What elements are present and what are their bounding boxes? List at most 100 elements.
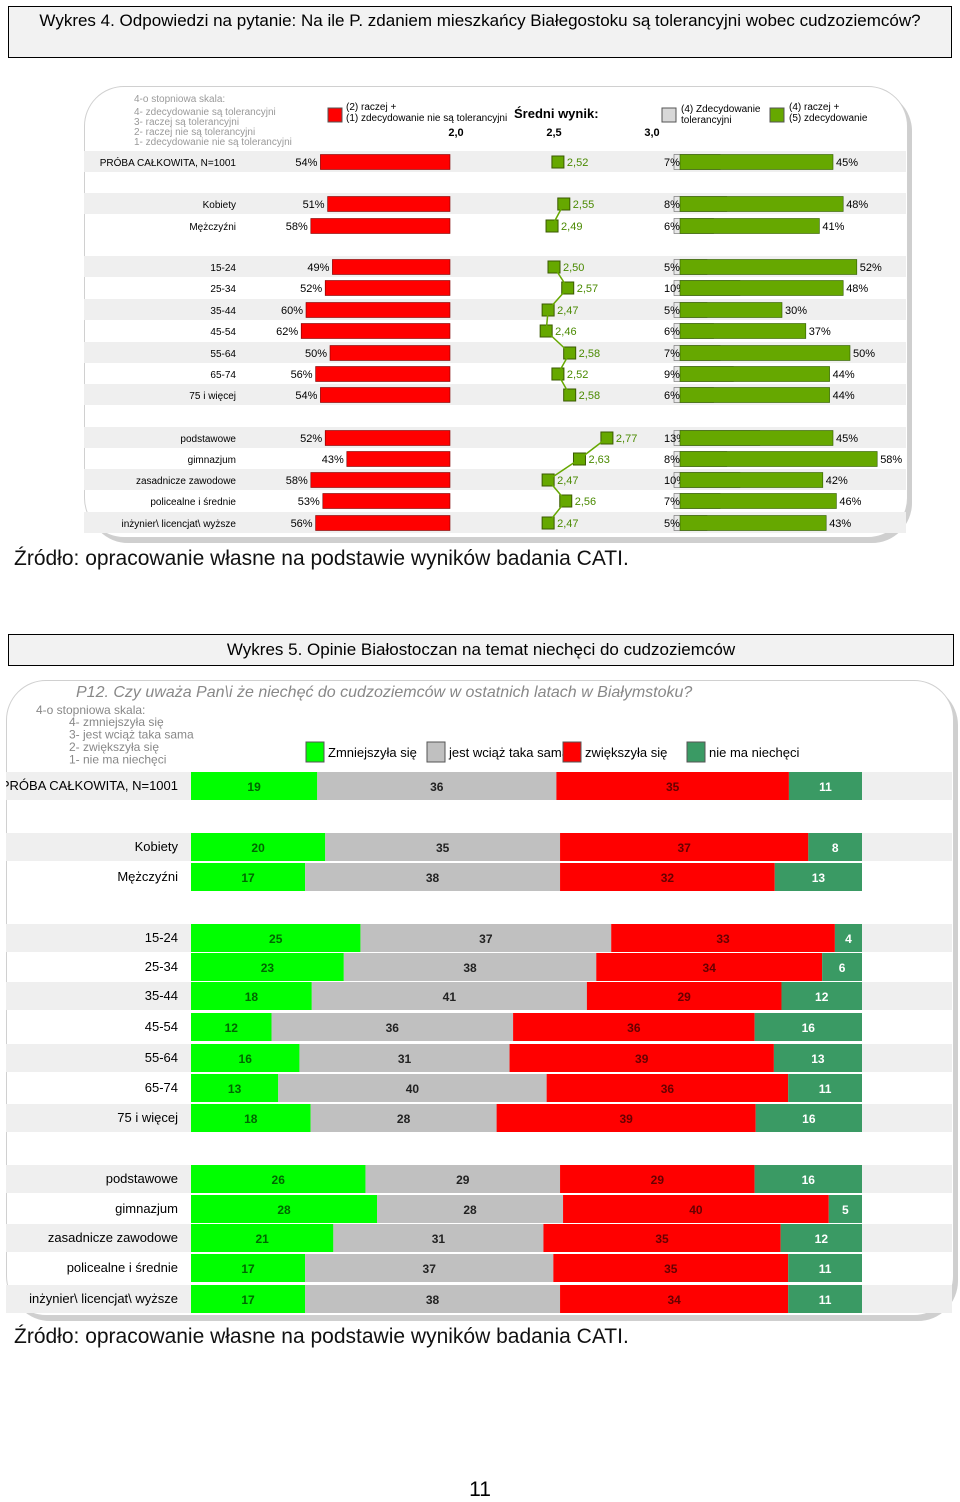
chart2-segment [191,1044,300,1072]
chart2-scale-item: 4- zmniejszyła się [69,715,164,729]
positive-value-label: 44% [833,390,855,402]
mean-connector [579,437,608,460]
definitely-value-label: 7% [664,157,680,169]
row-label: Mężczyźni [189,222,236,233]
chart2-segment-label: 5 [842,1203,849,1217]
chart2-segment [834,924,862,952]
positive-value-label: 50% [853,348,875,360]
negative-bar [322,493,451,509]
row-label: Kobiety [203,200,236,211]
definitely-value-label: 6% [664,390,680,402]
chart2-segment-label: 35 [666,780,680,794]
mean-connector [547,287,569,311]
chart2-segment [333,1224,544,1252]
chart2-segment [596,953,823,981]
chart2-segment [191,1285,306,1313]
positive-value-label: 52% [860,262,882,274]
chart2-legend-swatch [686,741,706,763]
chart2-segment [822,953,862,981]
negative-value-label: 49% [307,262,329,274]
mean-connector [547,500,567,524]
chart2-segment-label: 38 [463,961,477,975]
chart2-segment-label: 20 [251,841,265,855]
chart2-row-label: 75 i więcej [117,1110,178,1125]
chart2-segment [788,1254,862,1282]
chart2-row-label: 45-54 [145,1019,178,1034]
negative-value-label: 43% [322,454,344,466]
chart2-segment [808,833,862,861]
chart2-row-label: 15-24 [145,930,178,945]
chart2-segment-label: 13 [228,1082,242,1096]
definitely-value-label: 7% [664,496,680,508]
chart2-segment-label: 39 [635,1052,649,1066]
mean-connector [545,309,549,332]
chart2-legend-label: zwiększyła się [585,745,667,760]
negative-bar [324,280,451,296]
positive-value-label: 48% [846,283,868,295]
chart2-row-label: 35-44 [145,988,178,1003]
negative-value-label: 52% [300,283,322,295]
chart2-segment-label: 41 [443,990,457,1004]
chart2-segment-label: 29 [456,1173,470,1187]
legend-negative-line: (2) raczej + [346,102,396,113]
positive-bar [679,515,827,531]
legend-negative-line: (1) zdecydowanie nie są tolerancyjni [346,113,507,124]
chart2-segment [788,1285,862,1313]
chart2-segment-label: 36 [430,780,444,794]
negative-bar [332,259,451,275]
mean-value-label: 2,55 [573,199,594,211]
chart2-segment [788,1074,862,1102]
chart2-segment-label: 8 [832,841,839,855]
chart2-segment [509,1044,774,1072]
row-label: gimnazjum [188,455,236,466]
positive-bar [679,493,837,509]
mean-axis-tick: 2,0 [448,127,463,139]
chart2-row-label: Kobiety [135,839,179,854]
chart2-question: P12. Czy uważa Pan\i że niechęć do cudzo… [76,684,692,701]
chart2-segment-label: 11 [819,780,832,794]
chart2-segment-label: 29 [678,990,692,1004]
positive-bar [679,154,834,170]
chart2-segment-label: 11 [819,1262,832,1276]
negative-value-label: 54% [295,157,317,169]
figure4-caption-text: Wykres 4. Odpowiedzi na pytanie: Na ile … [39,11,921,30]
negative-bar [320,387,451,403]
negative-bar [320,154,451,170]
chart2-segment-label: 29 [651,1173,665,1187]
chart2-segment [556,772,789,800]
chart2-segment [317,772,557,800]
chart2-segment [311,982,587,1010]
positive-bar [679,323,807,339]
mean-connector [545,330,571,354]
chart2-segment [310,1104,497,1132]
negative-bar [346,451,451,467]
mean-value-label: 2,52 [567,157,588,169]
chart2-segment-label: 16 [802,1112,816,1126]
positive-value-label: 46% [839,496,861,508]
chart2-segment [360,924,612,952]
scale-item: 4- zdecydowanie są tolerancyjni [134,107,276,118]
chart2-row-label: PRÓBA CAŁKOWITA, N=1001 [6,778,178,793]
chart2-segment-label: 28 [397,1112,411,1126]
positive-bar [679,280,844,296]
figure4-caption: Wykres 4. Odpowiedzi na pytanie: Na ile … [8,6,952,58]
chart2-segment-label: 18 [245,990,259,1004]
mean-value-label: 2,56 [575,496,596,508]
mean-connector [557,373,571,396]
chart2-segment [191,982,312,1010]
mean-value-label: 2,58 [579,348,600,360]
positive-bar [679,302,783,318]
chart2-scale-item: 1- nie ma niechęci [69,753,166,767]
chart2-segment [774,863,862,891]
row-label: podstawowe [180,434,236,445]
chart2-segment-label: 32 [661,871,675,885]
chart2-segment-label: 34 [667,1293,681,1307]
positive-bar [679,387,830,403]
scale-item: 2- raczej nie są tolerancyjni [134,127,255,138]
negative-value-label: 60% [281,305,303,317]
chart2-segment-label: 12 [815,1232,829,1246]
row-label: zasadnicze zawodowe [136,476,236,487]
chart2-segment-label: 39 [619,1112,633,1126]
chart2-segment-label: 35 [655,1232,669,1246]
positive-value-label: 58% [880,454,902,466]
